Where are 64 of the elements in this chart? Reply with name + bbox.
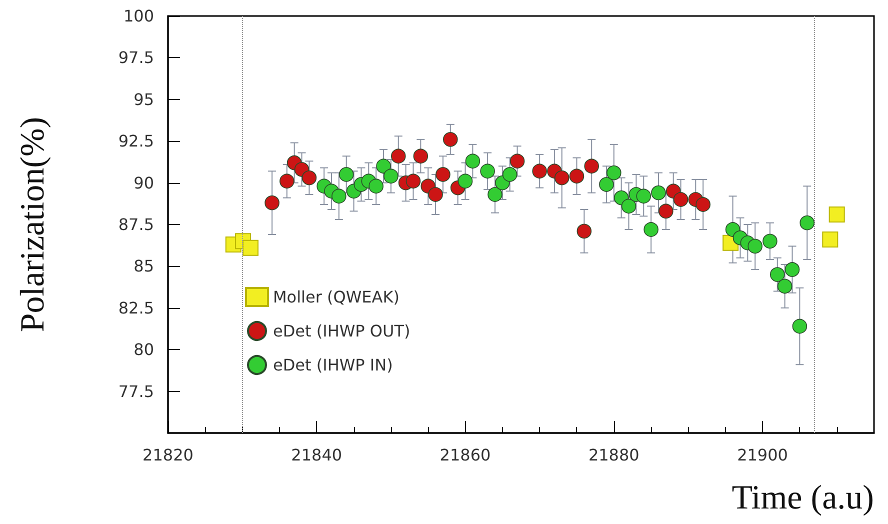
point [554, 170, 570, 186]
point [480, 164, 495, 179]
point [784, 262, 800, 277]
point [532, 164, 547, 179]
x-tick-label: 21840 [291, 446, 342, 464]
y-tick-label: 82.5 [118, 298, 154, 318]
point [621, 198, 636, 214]
x-axis-title: Time (a.u) [732, 480, 874, 516]
point [280, 174, 294, 189]
point [368, 178, 384, 194]
point [599, 177, 614, 192]
point [644, 222, 658, 237]
point [443, 132, 458, 147]
y-tick-label: 77.5 [118, 382, 154, 401]
point [636, 188, 652, 204]
point [376, 158, 391, 174]
point [673, 192, 688, 207]
point [748, 238, 762, 254]
point [338, 167, 354, 182]
y-tick-label: 97.5 [118, 48, 154, 68]
point [488, 187, 502, 202]
y-tick-label: 90 [134, 173, 154, 192]
point [800, 215, 815, 230]
point [384, 168, 398, 184]
point [658, 204, 674, 219]
point [584, 158, 599, 174]
y-tick-label: 87.5 [118, 215, 154, 234]
y-tick-label: 100 [123, 6, 154, 26]
point [777, 278, 792, 294]
point [465, 154, 480, 169]
point [510, 154, 525, 169]
y-tick-label: 95 [134, 90, 154, 109]
point [458, 174, 473, 189]
x-tick-label: 21900 [737, 446, 788, 464]
legend-label: eDet (IHWP OUT) [273, 322, 410, 340]
x-tick-label: 21820 [142, 446, 194, 464]
point [828, 206, 845, 222]
point [413, 148, 428, 164]
point [606, 165, 622, 180]
point [406, 174, 421, 189]
x-tick-label: 21860 [440, 446, 491, 464]
point [576, 224, 592, 239]
y-tick-label: 85 [134, 256, 154, 276]
y-tick-label: 92.5 [118, 132, 154, 151]
x-tick-label: 21880 [588, 446, 640, 464]
point [302, 170, 317, 186]
y-axis-title: Polarization(%) [14, 116, 52, 332]
point [792, 318, 808, 334]
point [502, 167, 518, 182]
point [651, 185, 666, 200]
point [569, 168, 584, 184]
point [770, 267, 785, 282]
point [264, 195, 280, 210]
point [428, 187, 443, 202]
legend-label: eDet (IHWP IN) [273, 356, 393, 374]
point [436, 167, 450, 182]
point [762, 234, 778, 249]
point [822, 232, 838, 248]
legend-label: Moller (QWEAK) [273, 288, 400, 306]
point [696, 197, 710, 212]
y-tick-label: 80 [134, 340, 154, 360]
point [332, 188, 346, 204]
point [390, 148, 406, 164]
point [242, 240, 258, 256]
